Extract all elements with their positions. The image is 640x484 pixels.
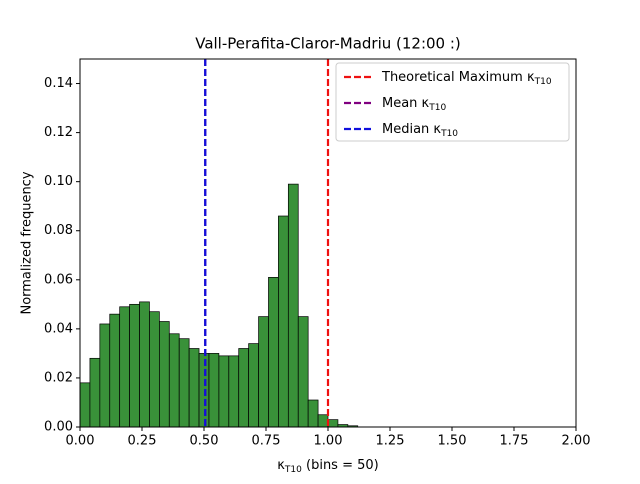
bar	[168, 333, 180, 428]
x-label-suffix: (bins = 50)	[302, 458, 379, 473]
bar	[139, 301, 150, 428]
bar	[188, 348, 200, 428]
bar	[297, 316, 309, 428]
bar	[208, 353, 220, 428]
y-tick-label: 0.08	[44, 223, 73, 238]
x-label-symbol: κ	[277, 458, 285, 473]
legend-sub: T10	[534, 77, 552, 87]
bar	[109, 313, 121, 428]
bar	[287, 183, 299, 428]
x-tick-label: 0.50	[190, 434, 219, 449]
x-tick-label: 0.25	[128, 434, 157, 449]
y-tick-label: 0.14	[44, 76, 73, 91]
y-tick-label: 0.02	[44, 370, 73, 385]
bar	[119, 306, 130, 428]
legend-name: Median κ	[382, 122, 441, 137]
bar	[198, 353, 210, 428]
y-tick-label: 0.10	[44, 174, 73, 189]
bar	[99, 323, 111, 428]
y-tick-label: 0.00	[44, 420, 73, 435]
bar	[327, 419, 339, 428]
bar	[178, 338, 190, 428]
x-tick-label: 1.50	[438, 434, 467, 449]
x-label-sub: T10	[284, 465, 302, 475]
legend-label: Median κT10	[382, 122, 458, 139]
bar	[89, 357, 101, 428]
x-tick-label: 1.75	[500, 434, 529, 449]
legend-sub: T10	[428, 103, 446, 113]
bar	[228, 355, 240, 428]
legend-label: Theoretical Maximum κT10	[381, 70, 552, 87]
legend-sub: T10	[440, 129, 458, 139]
y-tick-label: 0.06	[44, 272, 73, 287]
x-tick-label: 0.75	[252, 434, 281, 449]
legend-name: Theoretical Maximum κ	[381, 70, 535, 85]
legend-label: Mean κT10	[382, 96, 446, 113]
x-tick-label: 1.25	[376, 434, 405, 449]
bar	[307, 399, 319, 428]
legend-name: Mean κ	[382, 96, 430, 111]
x-axis-label: κT10 (bins = 50)	[277, 458, 378, 475]
bar	[278, 215, 289, 428]
legend-box	[335, 62, 570, 142]
bar	[218, 355, 230, 428]
bar	[149, 311, 160, 428]
x-tick-label: 0.00	[66, 434, 95, 449]
bar	[248, 343, 259, 428]
bar	[159, 321, 170, 428]
chart-title: Vall-Perafita-Claror-Madriu (12:00 :)	[195, 35, 461, 53]
y-tick-label: 0.04	[44, 321, 73, 336]
y-axis-label: Normalized frequency	[20, 171, 35, 314]
x-tick-label: 2.00	[562, 434, 591, 449]
bar	[79, 382, 91, 428]
bar	[238, 348, 249, 428]
bar	[129, 303, 140, 428]
y-tick-label: 0.12	[44, 125, 73, 140]
x-tick-label: 1.00	[314, 434, 343, 449]
bar	[317, 414, 329, 428]
bar	[268, 276, 279, 428]
bar	[258, 316, 269, 428]
